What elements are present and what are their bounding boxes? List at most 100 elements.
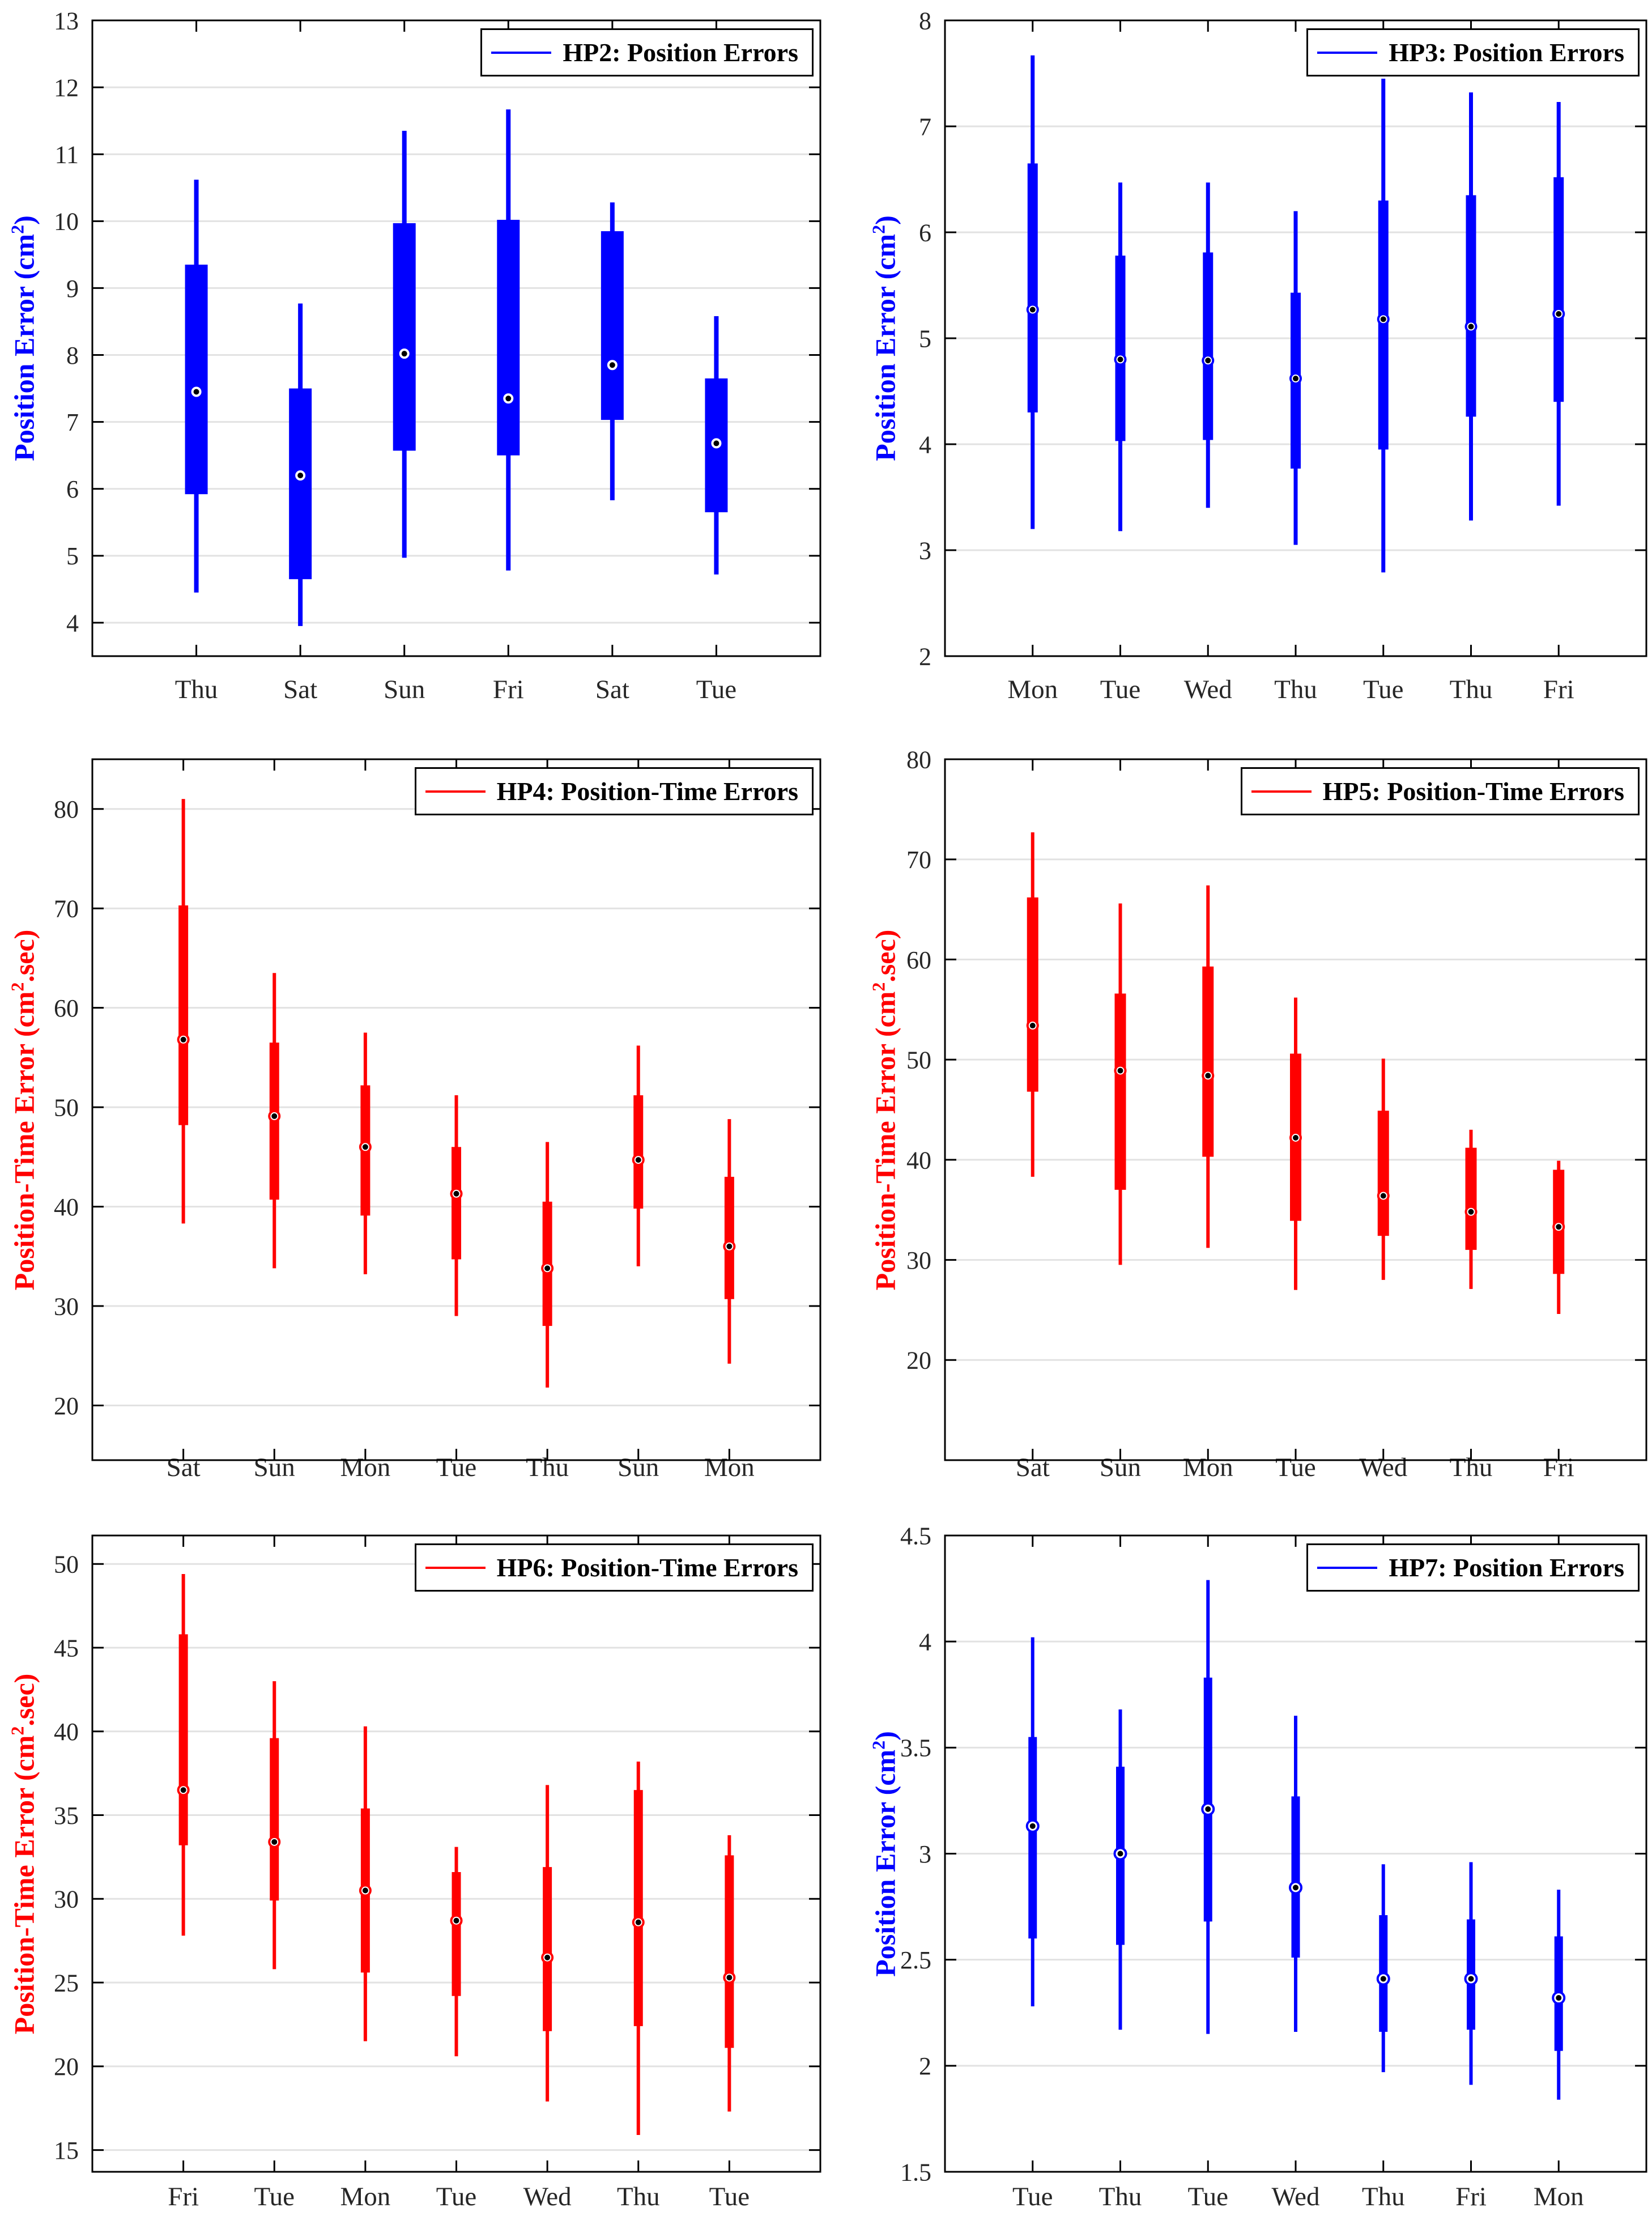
box-bar bbox=[185, 265, 208, 495]
y-axis-label-suffix: .sec) bbox=[869, 929, 901, 982]
x-category-label: Mon bbox=[704, 1453, 755, 1479]
box-bar bbox=[633, 1095, 644, 1209]
x-category-label: Sun bbox=[384, 675, 425, 704]
x-category-label: Mon bbox=[340, 1453, 390, 1479]
box-bar bbox=[497, 219, 520, 456]
legend: HP5: Position-Time Errors bbox=[1240, 767, 1640, 816]
box-bar bbox=[1203, 252, 1214, 440]
y-tick-label: 8 bbox=[919, 7, 931, 35]
y-tick-label: 40 bbox=[54, 1193, 79, 1221]
box-bar bbox=[725, 1855, 734, 2048]
median-marker-dot bbox=[180, 1036, 186, 1043]
y-tick-label: 50 bbox=[54, 1551, 79, 1579]
y-tick-label: 12 bbox=[54, 74, 79, 102]
y-axis-label-superscript: 2 bbox=[7, 1726, 28, 1736]
box-bar bbox=[543, 1867, 552, 2031]
y-tick-label: 10 bbox=[54, 208, 79, 236]
median-marker-dot bbox=[362, 1144, 368, 1150]
legend-line-sample bbox=[491, 51, 552, 54]
y-tick-label: 20 bbox=[906, 1347, 931, 1375]
legend-label: HP4: Position-Time Errors bbox=[496, 777, 798, 806]
y-tick-label: 6 bbox=[919, 219, 931, 246]
x-category-label: Wed bbox=[1359, 1453, 1407, 1479]
y-tick-label: 30 bbox=[54, 1292, 79, 1320]
median-marker-dot bbox=[635, 1919, 641, 1925]
y-tick-label: 2.5 bbox=[900, 1946, 931, 1974]
x-category-label: Mon bbox=[1183, 1453, 1233, 1479]
x-category-label: Thu bbox=[1450, 1453, 1493, 1479]
chart-panel-hp7: 1.5 2 2.5 3 3.5 4 4.5 Tue Thu Tue Wed Thu Fri Mon Pos… bbox=[826, 1479, 1652, 2216]
box-bar bbox=[1553, 177, 1564, 402]
y-tick-label: 9 bbox=[66, 275, 79, 303]
x-category-label: Mon bbox=[1534, 2182, 1584, 2211]
box-bar bbox=[393, 223, 416, 451]
y-tick-label: 5 bbox=[919, 325, 931, 352]
y-axis-label: Position Error (cm2) bbox=[7, 215, 41, 461]
x-category-label: Tue bbox=[709, 2182, 750, 2211]
plot-area-hp4: 20 30 40 50 60 70 80 Sat Sun Mon Tue Thu Sun Mon bbox=[54, 758, 821, 1479]
y-tick-label: 2 bbox=[919, 643, 931, 670]
median-marker-dot bbox=[401, 351, 407, 357]
x-category-label: Thu bbox=[526, 1453, 569, 1479]
y-tick-label: 4 bbox=[919, 1628, 931, 1656]
y-tick-label: 3 bbox=[919, 1840, 931, 1868]
x-category-label: Mon bbox=[340, 2182, 390, 2211]
box-bar bbox=[633, 1790, 643, 2026]
axes-frame bbox=[91, 758, 821, 1461]
plot-area-hp7: 1.5 2 2.5 3 3.5 4 4.5 Tue Thu Tue Wed Thu Fri Mon bbox=[900, 1522, 1647, 2211]
legend-line-sample bbox=[1317, 1566, 1378, 1569]
x-category-label: Tue bbox=[1012, 2182, 1053, 2211]
y-tick-label: 11 bbox=[55, 141, 79, 169]
median-marker-dot bbox=[271, 1113, 278, 1119]
x-category-label: Wed bbox=[1272, 2182, 1320, 2211]
chart-panel-hp4: 20 30 40 50 60 70 80 Sat Sun Mon Tue Thu Sun Mon Posi… bbox=[0, 737, 826, 1479]
y-tick-label: 7 bbox=[919, 113, 931, 141]
x-category-label: Sat bbox=[595, 675, 629, 704]
x-category-label: Thu bbox=[1099, 2182, 1142, 2211]
x-category-label: Sat bbox=[1016, 1453, 1050, 1479]
y-axis-label-suffix: .sec) bbox=[8, 929, 40, 982]
median-marker-dot bbox=[1029, 307, 1036, 313]
axes-frame bbox=[91, 1534, 821, 2173]
y-axis-label-superscript: 2 bbox=[868, 1740, 889, 1750]
median-marker-dot bbox=[193, 389, 199, 395]
y-tick-label: 6 bbox=[66, 475, 79, 503]
y-tick-label: 70 bbox=[906, 846, 931, 874]
y-axis-label-suffix: ) bbox=[869, 215, 901, 225]
x-category-label: Tue bbox=[436, 2182, 476, 2211]
chart-panel-hp3: 2 3 4 5 6 7 8 Mon Tue Wed Thu Tue Thu Fri Position Er… bbox=[826, 0, 1652, 737]
box-bar bbox=[1465, 1147, 1477, 1250]
median-marker-dot bbox=[1468, 324, 1474, 330]
box-bar bbox=[452, 1147, 461, 1260]
x-category-label: Sun bbox=[618, 1453, 659, 1479]
median-marker-dot bbox=[362, 1887, 368, 1894]
y-tick-label: 40 bbox=[906, 1146, 931, 1174]
median-marker-dot bbox=[1293, 376, 1298, 382]
box-bar bbox=[178, 905, 189, 1125]
legend-label: HP2: Position Errors bbox=[563, 38, 798, 67]
median-marker-dot bbox=[1205, 1073, 1211, 1079]
median-marker-dot bbox=[1468, 1209, 1474, 1215]
box-bar bbox=[1377, 1111, 1389, 1236]
median-marker-dot bbox=[1029, 1023, 1036, 1029]
box-bar bbox=[724, 1176, 734, 1299]
box-bar bbox=[452, 1872, 461, 1996]
x-category-label: Thu bbox=[617, 2182, 660, 2211]
axes-frame bbox=[91, 19, 821, 657]
median-marker-dot bbox=[1556, 311, 1562, 317]
box-bar bbox=[601, 231, 624, 420]
legend: HP2: Position Errors bbox=[480, 28, 814, 77]
y-tick-label: 4.5 bbox=[900, 1522, 931, 1550]
median-marker-dot bbox=[635, 1157, 641, 1163]
box-bar bbox=[1203, 1677, 1212, 1922]
y-axis-label-suffix: ) bbox=[869, 1731, 901, 1741]
legend: HP7: Position Errors bbox=[1306, 1543, 1640, 1592]
median-marker-dot bbox=[1556, 1224, 1562, 1230]
median-marker-dot bbox=[1380, 316, 1386, 322]
y-tick-label: 30 bbox=[54, 1886, 79, 1913]
box-bar bbox=[1466, 195, 1476, 417]
legend-line-sample bbox=[425, 790, 486, 793]
y-axis-label: Position Error (cm2) bbox=[868, 215, 902, 461]
plot-area-hp6: 15 20 25 30 35 40 45 50 Fri Tue Mon Tue Wed Thu Tue bbox=[54, 1534, 821, 2211]
